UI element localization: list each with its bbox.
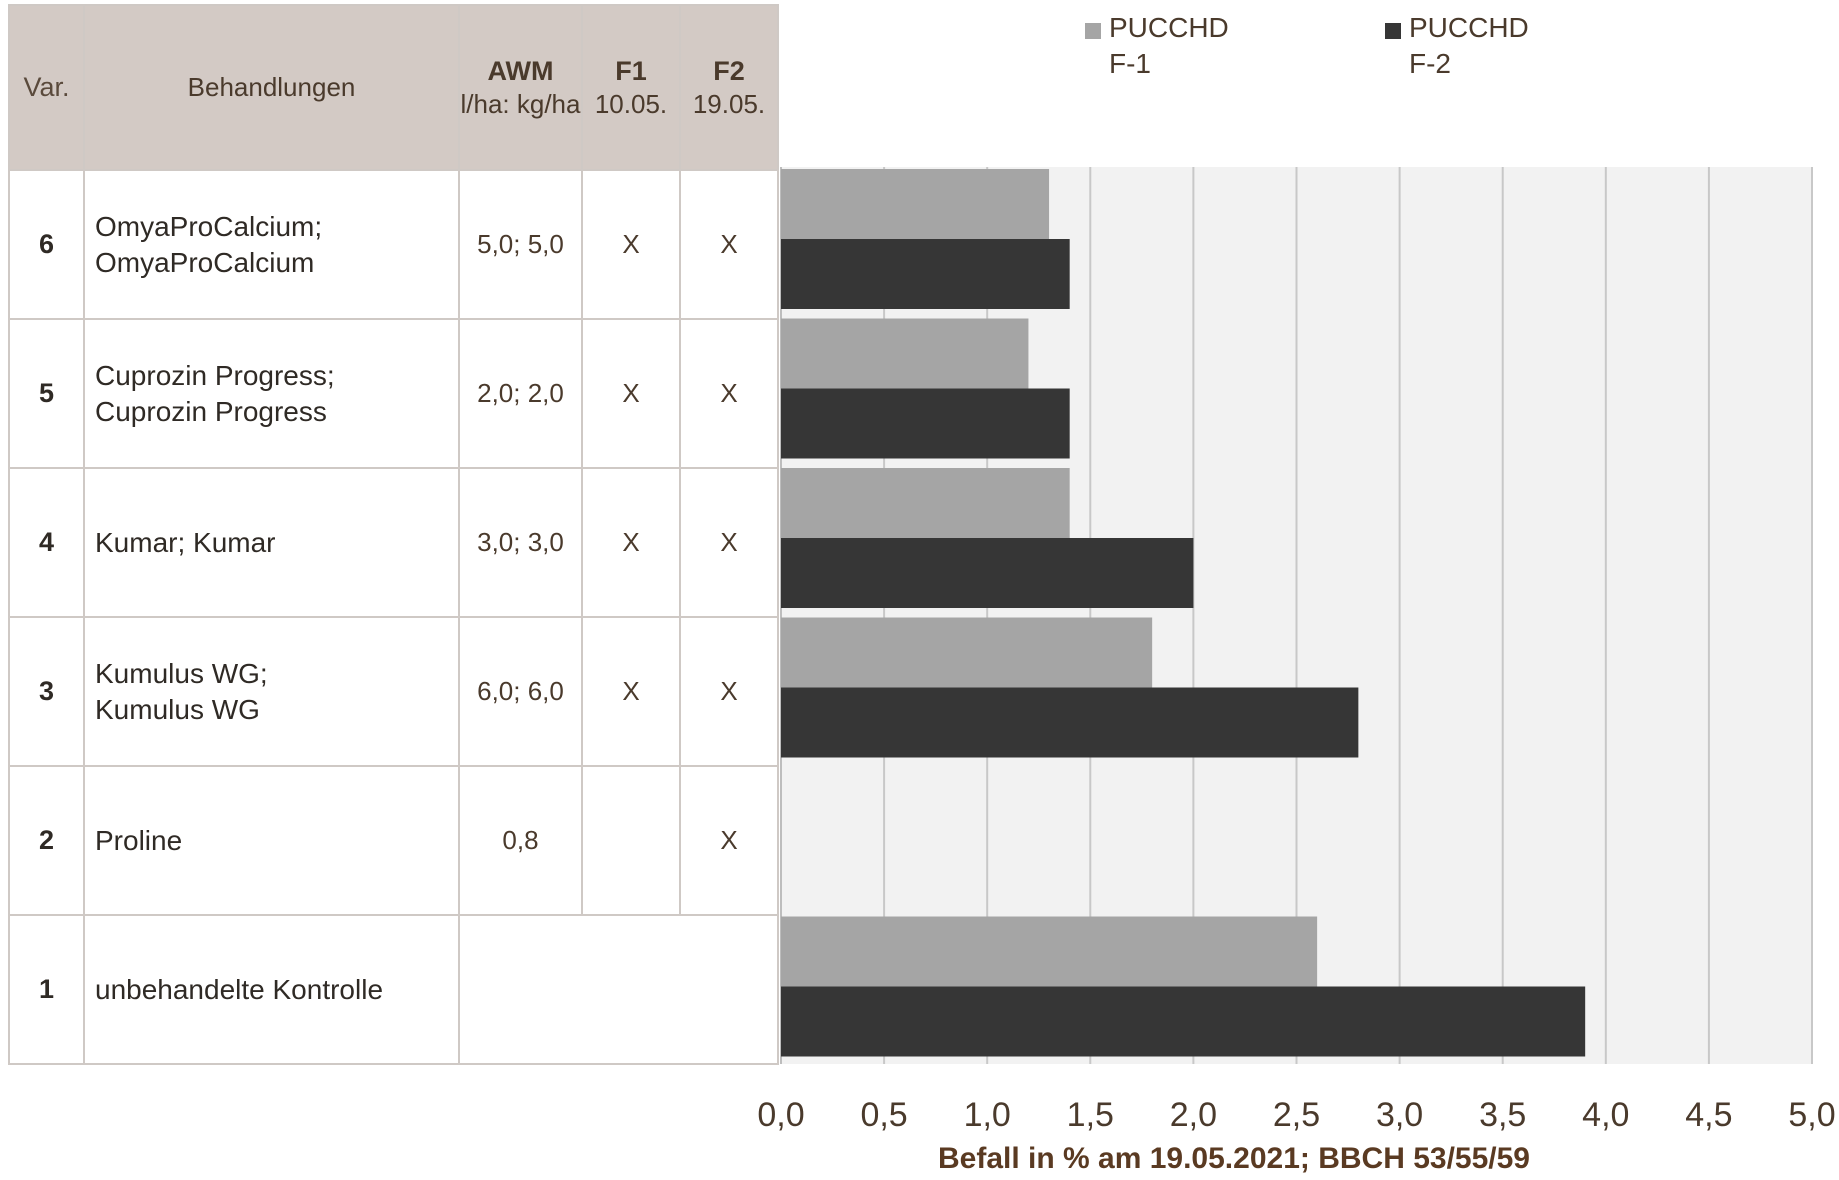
header-var: Var. bbox=[8, 4, 85, 171]
header-f1: F1 10.05. bbox=[581, 4, 681, 171]
treatment-line: Proline bbox=[95, 824, 183, 856]
table-row: 1 unbehandelte Kontrolle bbox=[8, 914, 779, 1065]
f2-cell: X bbox=[679, 765, 779, 916]
legend-item-f1: PUCCHD F-1 bbox=[1085, 10, 1229, 82]
bar-var-6-series-2 bbox=[781, 239, 1070, 309]
legend-text: F-2 bbox=[1409, 48, 1451, 79]
x-axis-title: Befall in % am 19.05.2021; BBCH 53/55/59 bbox=[938, 1142, 1530, 1175]
bar-var-4-series-2 bbox=[781, 538, 1194, 608]
awm-cell: 5,0; 5,0 bbox=[458, 169, 583, 320]
treatment-cell: Proline bbox=[83, 765, 460, 916]
treatment-line: OmyaProCalcium bbox=[95, 246, 315, 278]
x-tick-label: 1,0 bbox=[964, 1096, 1011, 1134]
f1-cell: X bbox=[581, 169, 681, 320]
x-tick-label: 0,0 bbox=[757, 1096, 804, 1134]
f1-cell: X bbox=[581, 467, 681, 618]
var-number: 2 bbox=[8, 765, 85, 916]
f2-cell: X bbox=[679, 467, 779, 618]
bar-var-4-series-1 bbox=[781, 468, 1070, 538]
table-row: 6 OmyaProCalcium; OmyaProCalcium 5,0; 5,… bbox=[8, 169, 779, 320]
bar-var-3-series-1 bbox=[781, 617, 1153, 688]
var-number: 3 bbox=[8, 616, 85, 767]
f1-cell: X bbox=[581, 318, 681, 469]
f2-cell: X bbox=[679, 318, 779, 469]
table-header-row: Var. Behandlungen AWM l/ha: kg/ha F1 10.… bbox=[8, 4, 779, 171]
treatment-line: OmyaProCalcium; bbox=[95, 210, 323, 242]
plot-area bbox=[780, 167, 1813, 1064]
header-f1-label: F1 bbox=[615, 55, 647, 86]
treatment-line: Kumulus WG bbox=[95, 693, 260, 725]
treatment-cell: Cuprozin Progress; Cuprozin Progress bbox=[83, 318, 460, 469]
bar-var-6-series-1 bbox=[781, 169, 1050, 239]
legend-label-f2: PUCCHD F-2 bbox=[1385, 10, 1529, 82]
treatment-cell: OmyaProCalcium; OmyaProCalcium bbox=[83, 169, 460, 320]
bar-var-1-series-2 bbox=[781, 986, 1586, 1057]
treatment-line: Kumulus WG; bbox=[95, 657, 268, 689]
f1-cell bbox=[581, 765, 681, 916]
var-number: 1 bbox=[8, 914, 85, 1065]
var-number: 4 bbox=[8, 467, 85, 618]
header-f2-label: F2 bbox=[713, 55, 745, 86]
bar-var-5-series-2 bbox=[781, 388, 1070, 459]
awm-cell: 6,0; 6,0 bbox=[458, 616, 583, 767]
legend-text: PUCCHD bbox=[1109, 12, 1229, 43]
x-tick-label: 2,5 bbox=[1273, 1096, 1320, 1134]
bars bbox=[781, 169, 1586, 1057]
treatment-table: Var. Behandlungen AWM l/ha: kg/ha F1 10.… bbox=[8, 4, 779, 1065]
x-tick-label: 1,5 bbox=[1067, 1096, 1114, 1134]
header-f1-date: 10.05. bbox=[594, 88, 668, 119]
awm-cell: 3,0; 3,0 bbox=[458, 467, 583, 618]
x-tick-label: 0,5 bbox=[860, 1096, 907, 1134]
legend-text: PUCCHD bbox=[1409, 12, 1529, 43]
treatment-cell: Kumar; Kumar bbox=[83, 467, 460, 618]
legend-swatch-f1 bbox=[1085, 23, 1101, 39]
treatment-line: Kumar; Kumar bbox=[95, 526, 276, 558]
f1-cell: X bbox=[581, 616, 681, 767]
x-tick-label: 2,0 bbox=[1170, 1096, 1217, 1134]
x-axis-ticks: 0,0 0,5 1,0 1,5 2,0 2,5 3,0 3,5 4,0 4,5 5,0 bbox=[757, 1096, 1835, 1134]
header-awm-unit: l/ha: kg/ha bbox=[460, 88, 581, 119]
header-awm-label: AWM bbox=[487, 55, 554, 86]
x-tick-label: 3,5 bbox=[1479, 1096, 1526, 1134]
var-number: 5 bbox=[8, 318, 85, 469]
bar-var-3-series-2 bbox=[781, 687, 1359, 758]
table-row: 3 Kumulus WG; Kumulus WG 6,0; 6,0 X X bbox=[8, 616, 779, 767]
x-tick-label: 5,0 bbox=[1788, 1096, 1835, 1134]
treatment-line: unbehandelte Kontrolle bbox=[95, 973, 384, 1005]
table-row: 5 Cuprozin Progress; Cuprozin Progress 2… bbox=[8, 318, 779, 469]
table-row: 4 Kumar; Kumar 3,0; 3,0 X X bbox=[8, 467, 779, 618]
treatment-cell: Kumulus WG; Kumulus WG bbox=[83, 616, 460, 767]
header-f2-date: 19.05. bbox=[692, 88, 766, 119]
x-tick-label: 4,0 bbox=[1582, 1096, 1629, 1134]
legend-label-f1: PUCCHD F-1 bbox=[1085, 10, 1229, 82]
bar-var-5-series-1 bbox=[781, 318, 1029, 389]
legend-item-f2: PUCCHD F-2 bbox=[1385, 10, 1529, 82]
treatment-cell: unbehandelte Kontrolle bbox=[83, 914, 460, 1065]
f2-cell: X bbox=[679, 169, 779, 320]
bar-var-1-series-1 bbox=[781, 916, 1318, 987]
header-awm: AWM l/ha: kg/ha bbox=[458, 4, 583, 171]
x-tick-label: 3,0 bbox=[1376, 1096, 1423, 1134]
legend-text: F-1 bbox=[1109, 48, 1151, 79]
var-number: 6 bbox=[8, 169, 85, 320]
f2-cell: X bbox=[679, 616, 779, 767]
x-tick-label: 4,5 bbox=[1685, 1096, 1732, 1134]
awm-cell: 2,0; 2,0 bbox=[458, 318, 583, 469]
treatment-line: Cuprozin Progress; bbox=[95, 359, 335, 391]
awm-cell: 0,8 bbox=[458, 765, 583, 916]
table-row: 2 Proline 0,8 X bbox=[8, 765, 779, 916]
header-f2: F2 19.05. bbox=[679, 4, 779, 171]
empty-application-cell bbox=[458, 914, 779, 1065]
treatment-line: Cuprozin Progress bbox=[95, 395, 327, 427]
header-treatment: Behandlungen bbox=[83, 4, 460, 171]
legend-swatch-f2 bbox=[1385, 23, 1401, 39]
